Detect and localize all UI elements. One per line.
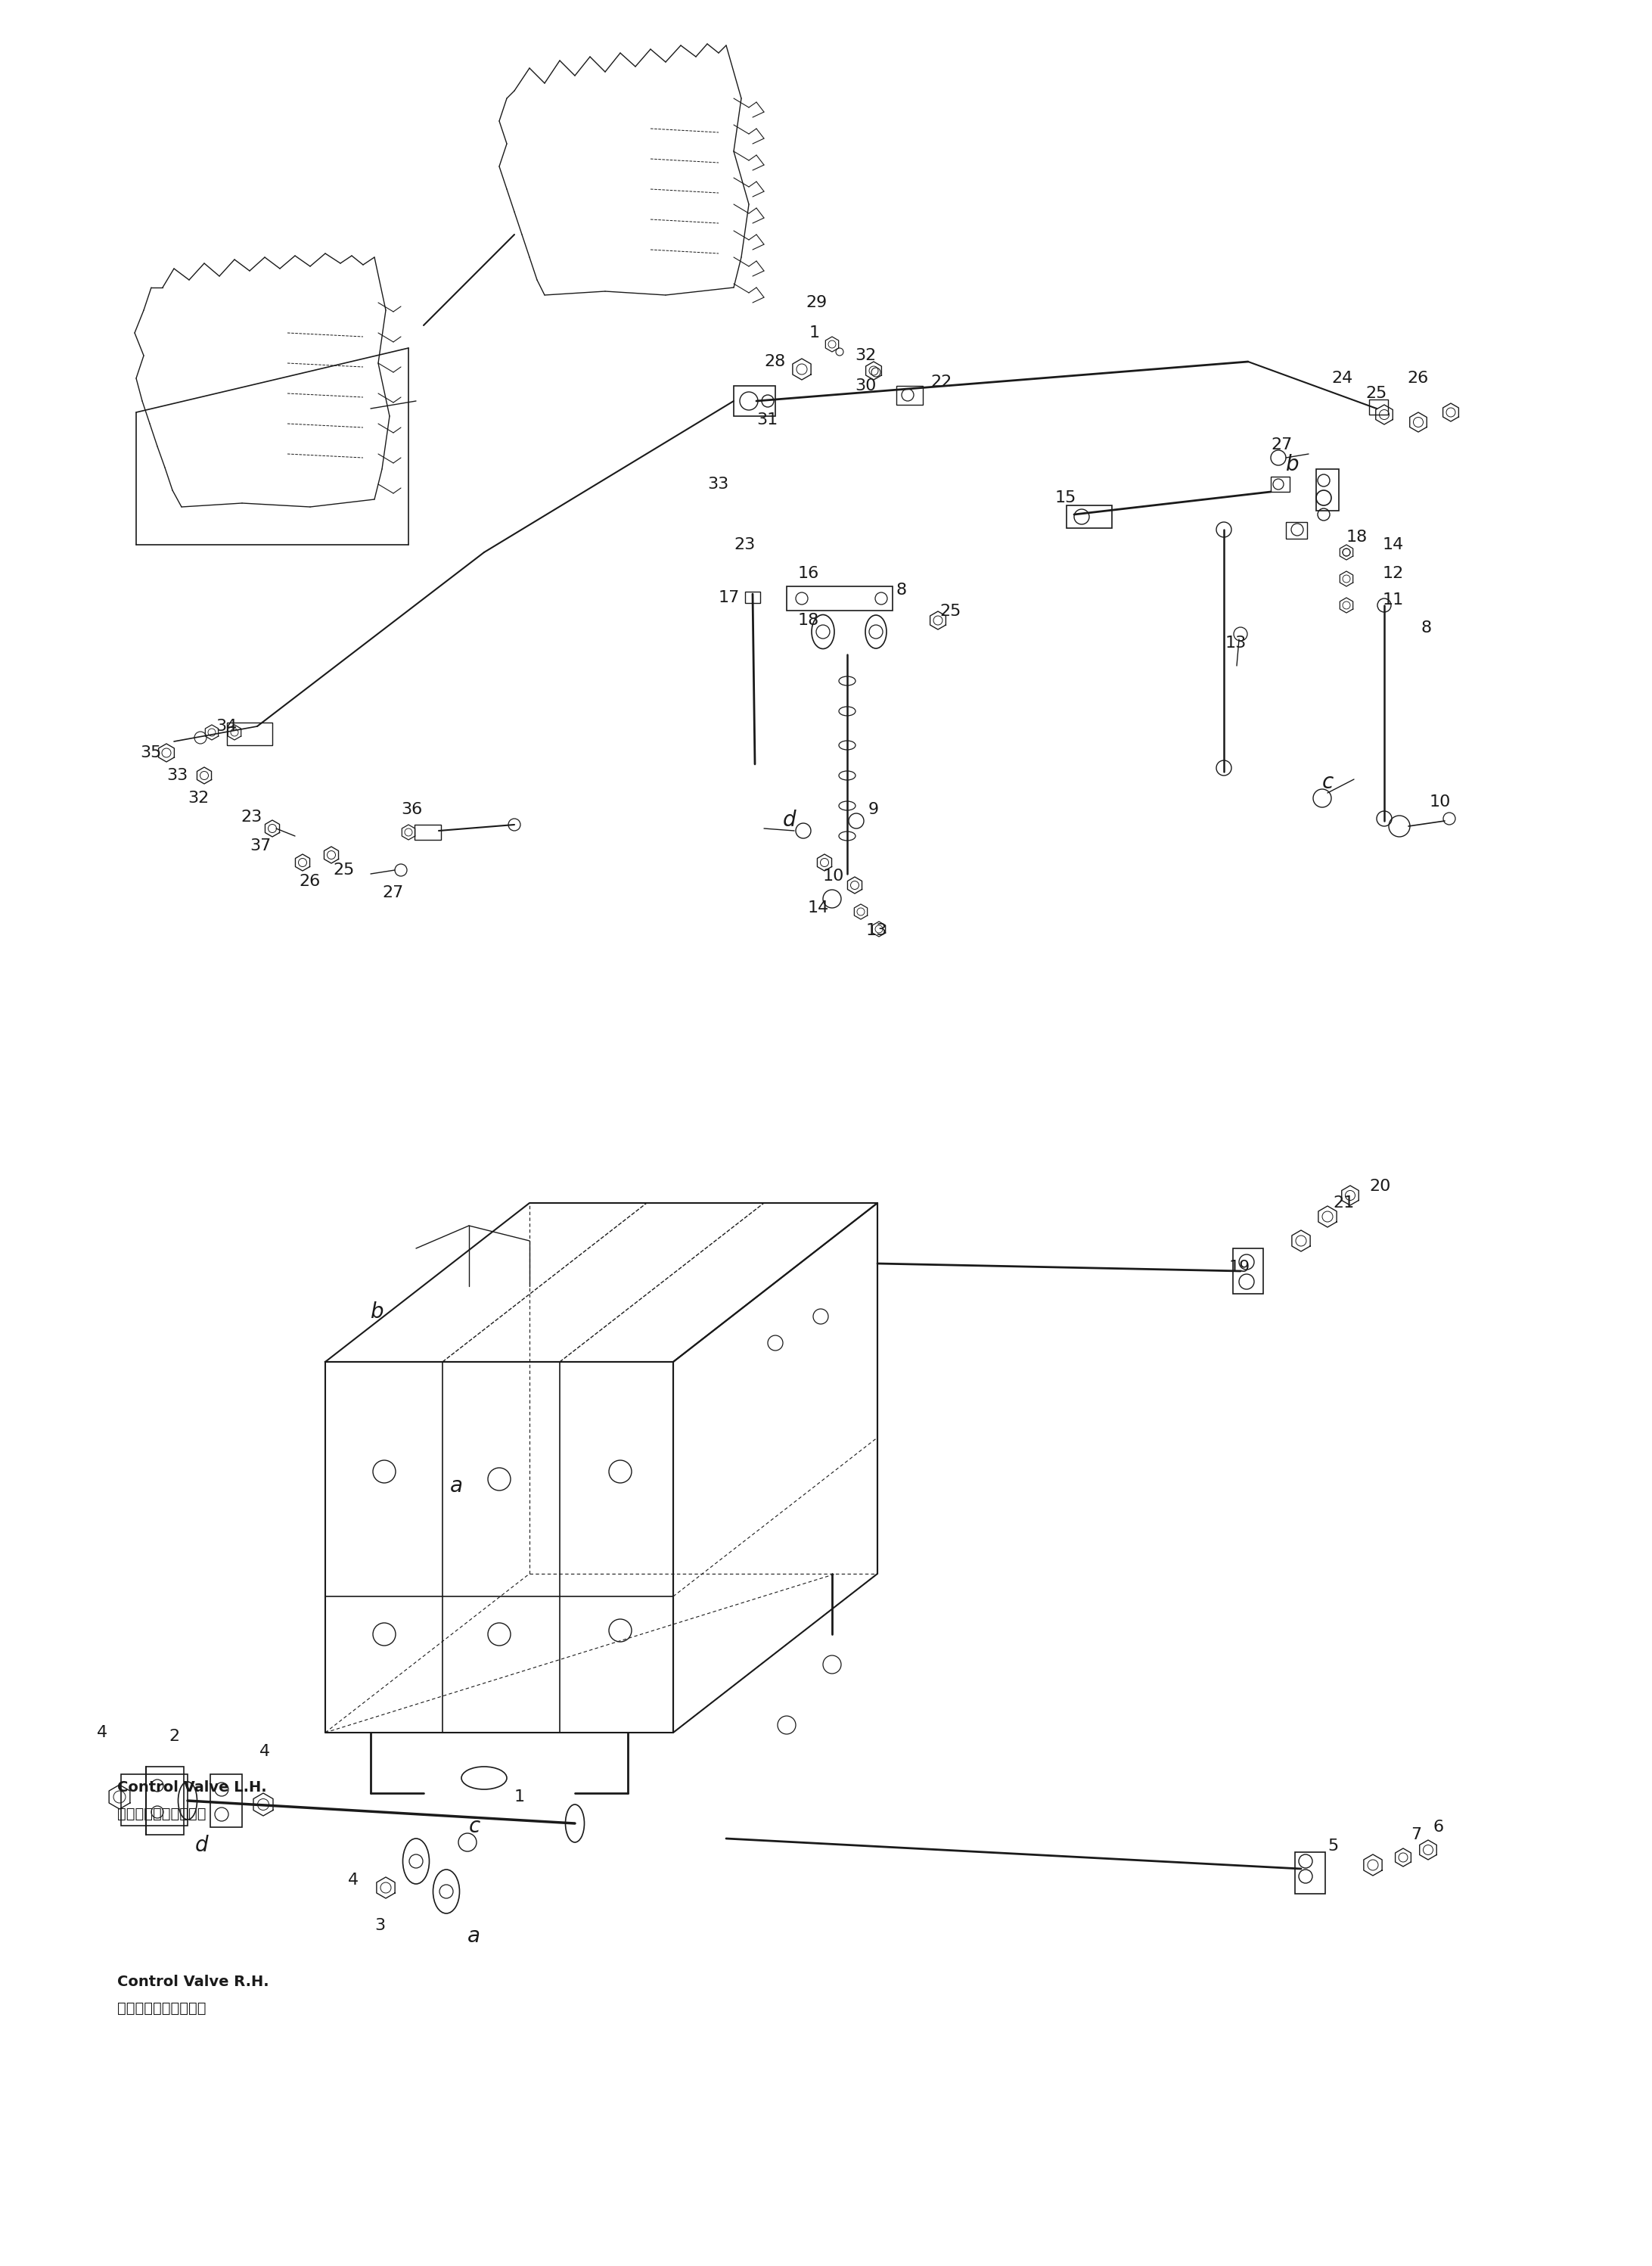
Text: 9: 9 xyxy=(869,802,879,818)
Bar xyxy=(1270,476,1290,492)
Bar xyxy=(786,587,892,610)
Text: 15: 15 xyxy=(1056,489,1077,505)
Text: b: b xyxy=(1285,453,1298,476)
Text: 30: 30 xyxy=(854,378,876,394)
Bar xyxy=(1370,399,1388,415)
Text: 10: 10 xyxy=(823,868,844,884)
Text: 7: 7 xyxy=(1411,1826,1421,1842)
Text: 36: 36 xyxy=(401,802,423,818)
Text: 27: 27 xyxy=(1270,437,1292,453)
Text: 17: 17 xyxy=(719,589,740,605)
Text: d: d xyxy=(195,1835,208,1856)
Text: 8: 8 xyxy=(897,582,907,598)
Text: 8: 8 xyxy=(1421,621,1431,634)
Text: 3: 3 xyxy=(375,1917,385,1933)
Bar xyxy=(210,1774,243,1826)
Bar xyxy=(733,385,775,417)
Bar xyxy=(226,723,273,746)
Text: 11: 11 xyxy=(1383,591,1404,607)
Text: 23: 23 xyxy=(733,537,755,553)
Bar xyxy=(415,825,441,841)
Text: 18: 18 xyxy=(798,612,819,628)
Text: 23: 23 xyxy=(241,809,263,825)
Text: 14: 14 xyxy=(808,900,829,915)
Text: 21: 21 xyxy=(1333,1196,1355,1210)
Text: 27: 27 xyxy=(382,886,403,900)
Bar xyxy=(897,385,923,406)
Text: Control Valve R.H.: Control Valve R.H. xyxy=(117,1974,269,1990)
Text: 26: 26 xyxy=(1408,372,1429,385)
Text: 32: 32 xyxy=(854,349,876,363)
Text: 24: 24 xyxy=(1332,372,1353,385)
Text: 32: 32 xyxy=(188,791,208,807)
Text: Control Valve L.H.: Control Valve L.H. xyxy=(117,1781,266,1795)
Text: 29: 29 xyxy=(806,295,828,310)
Text: 37: 37 xyxy=(249,838,271,854)
Text: 31: 31 xyxy=(757,412,778,428)
Text: 2: 2 xyxy=(169,1729,180,1745)
Text: 25: 25 xyxy=(1365,385,1386,401)
Text: c: c xyxy=(469,1815,481,1838)
Text: 14: 14 xyxy=(1383,537,1404,553)
Bar xyxy=(145,1767,183,1835)
Text: 1: 1 xyxy=(809,326,819,340)
Text: 4: 4 xyxy=(97,1724,107,1740)
Text: 12: 12 xyxy=(1383,566,1404,580)
Text: コントロールバルブ左: コントロールバルブ左 xyxy=(117,1806,206,1822)
Text: 18: 18 xyxy=(1346,530,1368,544)
Text: 25: 25 xyxy=(940,603,961,619)
Text: コントロールバルブ右: コントロールバルブ右 xyxy=(117,2001,206,2014)
Text: 33: 33 xyxy=(707,476,729,492)
Text: 35: 35 xyxy=(140,746,162,761)
Text: 10: 10 xyxy=(1429,795,1450,809)
Text: 19: 19 xyxy=(1229,1260,1251,1276)
Bar xyxy=(1067,505,1112,528)
Text: 16: 16 xyxy=(798,566,819,580)
Text: 28: 28 xyxy=(763,353,785,369)
Text: d: d xyxy=(783,809,796,832)
Text: 6: 6 xyxy=(1434,1820,1444,1835)
Text: a: a xyxy=(449,1475,463,1496)
Bar xyxy=(121,1774,188,1826)
Text: 4: 4 xyxy=(259,1745,271,1758)
Text: 13: 13 xyxy=(1226,634,1247,650)
Text: 4: 4 xyxy=(349,1872,358,1888)
Bar xyxy=(1317,469,1338,510)
Text: 20: 20 xyxy=(1370,1178,1391,1194)
Bar xyxy=(1285,521,1307,539)
Text: 25: 25 xyxy=(332,863,354,877)
Bar xyxy=(1232,1249,1264,1294)
Text: 1: 1 xyxy=(514,1790,525,1804)
Bar xyxy=(1295,1851,1325,1894)
Text: 5: 5 xyxy=(1328,1838,1338,1854)
Text: 26: 26 xyxy=(299,875,320,888)
Text: c: c xyxy=(1322,773,1333,793)
Text: a: a xyxy=(468,1926,481,1946)
Text: b: b xyxy=(370,1301,383,1323)
Text: 13: 13 xyxy=(866,922,887,938)
Text: 22: 22 xyxy=(930,374,952,390)
Bar xyxy=(745,591,760,603)
Text: 33: 33 xyxy=(167,768,188,784)
Text: 34: 34 xyxy=(215,718,236,734)
